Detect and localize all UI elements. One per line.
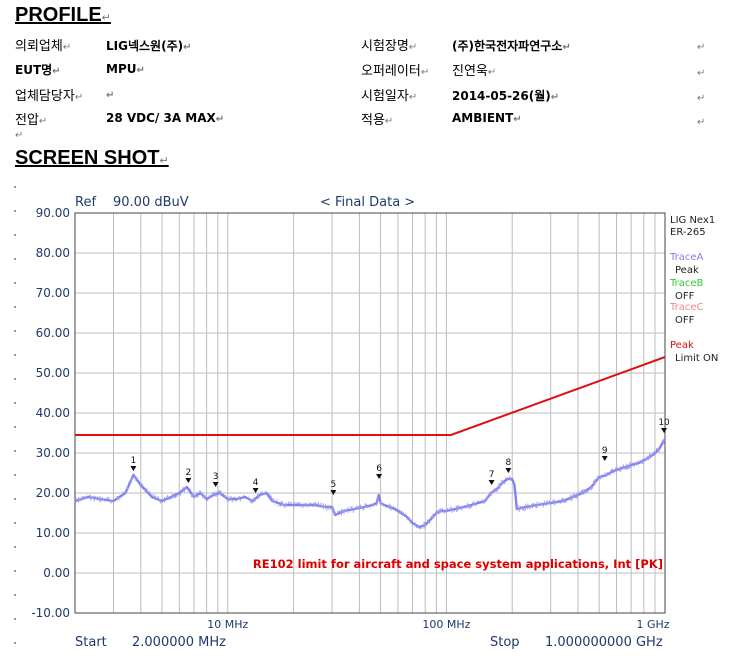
- legend-trace-c-state: OFF: [675, 315, 695, 326]
- trace-a-line: [74, 438, 667, 529]
- chart-grid: [75, 213, 665, 613]
- legend-model: ER-265: [670, 227, 706, 238]
- voltage-label: 전압↵: [15, 113, 48, 128]
- marker-triangle: [376, 474, 383, 479]
- legend-trace-a-state: Peak: [675, 265, 699, 276]
- marker-label: 7: [489, 470, 495, 480]
- y-tick-label: 80.00: [36, 246, 70, 260]
- y-tick-label: -10.00: [31, 606, 70, 620]
- marker-label: 10: [658, 418, 670, 428]
- operator-label: 오퍼레이터↵: [361, 64, 430, 79]
- manager-label: 업체담당자↵: [15, 89, 84, 104]
- ref-label: Ref: [75, 195, 96, 210]
- legend-trace-b: TraceB: [669, 278, 704, 289]
- legend-trace-c: TraceC: [669, 302, 704, 313]
- legend-trace-a: TraceA: [669, 252, 704, 263]
- marker-triangle: [601, 456, 608, 461]
- x-tick-label: 100 MHz: [422, 618, 470, 631]
- emission-chart: Ref 90.00 dBuV < Final Data > 90.0080.00…: [31, 195, 718, 650]
- site-value: (주)한국전자파연구소↵: [452, 39, 571, 53]
- stop-label: Stop: [490, 635, 520, 650]
- x-tick-labels: 10 MHz 100 MHz 1 GHz: [207, 618, 669, 631]
- y-tick-label: 60.00: [36, 326, 70, 340]
- apply-value: AMBIENT↵: [452, 111, 522, 125]
- y-tick-label: 0.00: [43, 566, 70, 580]
- marker-triangle: [185, 478, 192, 483]
- eut-value: MPU↵: [106, 62, 145, 76]
- client-value: LIG넥스원(주)↵: [106, 39, 192, 53]
- apply-label: 적용↵: [361, 113, 394, 128]
- y-tick-label: 10.00: [36, 526, 70, 540]
- plot-frame: [74, 212, 666, 614]
- manager-value: ↵: [106, 90, 115, 101]
- marker-triangle: [505, 468, 512, 473]
- y-tick-label: 30.00: [36, 446, 70, 460]
- marker-label: 8: [505, 458, 511, 468]
- y-tick-label: 50.00: [36, 366, 70, 380]
- y-tick-label: 90.00: [36, 206, 70, 220]
- y-tick-label: 40.00: [36, 406, 70, 420]
- marker-triangle: [330, 490, 337, 495]
- legend-trace-b-state: OFF: [675, 291, 695, 302]
- x-tick-label: 1 GHz: [636, 618, 669, 631]
- marker-triangle: [130, 466, 137, 471]
- start-value: 2.000000 MHz: [132, 635, 226, 650]
- marker-triangle: [212, 482, 219, 487]
- marker-triangle: [488, 480, 495, 485]
- marker-label: 9: [602, 446, 608, 456]
- marker-label: 4: [253, 478, 259, 488]
- peak-markers: 1 2 3 4 5 6 78 9 10: [130, 418, 670, 495]
- y-tick-labels: 90.00 80.00 70.00 60.00 50.00 40.00 30.00 20.00…: [31, 206, 70, 620]
- start-label: Start: [75, 635, 107, 650]
- y-tick-label: 20.00: [36, 486, 70, 500]
- legend-limit: Limit ON: [675, 353, 718, 364]
- client-label: 의뢰업체↵: [15, 39, 72, 54]
- legend-device: LIG Nex1: [670, 215, 715, 226]
- stop-value: 1.000000000 GHz: [545, 635, 663, 650]
- site-label: 시험장명↵: [361, 39, 418, 54]
- profile-heading: PROFILE↵: [15, 4, 111, 26]
- marker-label: 5: [330, 480, 336, 490]
- limit-annotation: RE102 limit for aircraft and space syste…: [253, 557, 663, 571]
- y-tick-label: 70.00: [36, 286, 70, 300]
- eut-label: EUT명↵: [15, 63, 61, 77]
- screenshot-heading: SCREEN SHOT↵: [15, 147, 169, 169]
- voltage-value: 28 VDC/ 3A MAX↵: [106, 111, 225, 125]
- limit-line: [75, 356, 666, 436]
- date-value: 2014-05-26(월)↵: [452, 89, 560, 103]
- operator-value: 진연욱↵: [452, 64, 497, 79]
- marker-triangle: [252, 488, 259, 493]
- date-label: 시험일자↵: [361, 89, 418, 104]
- marker-label: 2: [185, 468, 191, 478]
- x-tick-label: 10 MHz: [207, 618, 248, 631]
- marker-triangle: [661, 428, 668, 433]
- chart-title: < Final Data >: [320, 195, 415, 210]
- ref-value: 90.00 dBuV: [113, 195, 189, 210]
- trace-a-noise: [74, 438, 665, 530]
- marker-label: 1: [131, 456, 137, 466]
- legend-peak: Peak: [670, 340, 694, 351]
- marker-label: 3: [213, 472, 219, 482]
- marker-label: 6: [376, 464, 382, 474]
